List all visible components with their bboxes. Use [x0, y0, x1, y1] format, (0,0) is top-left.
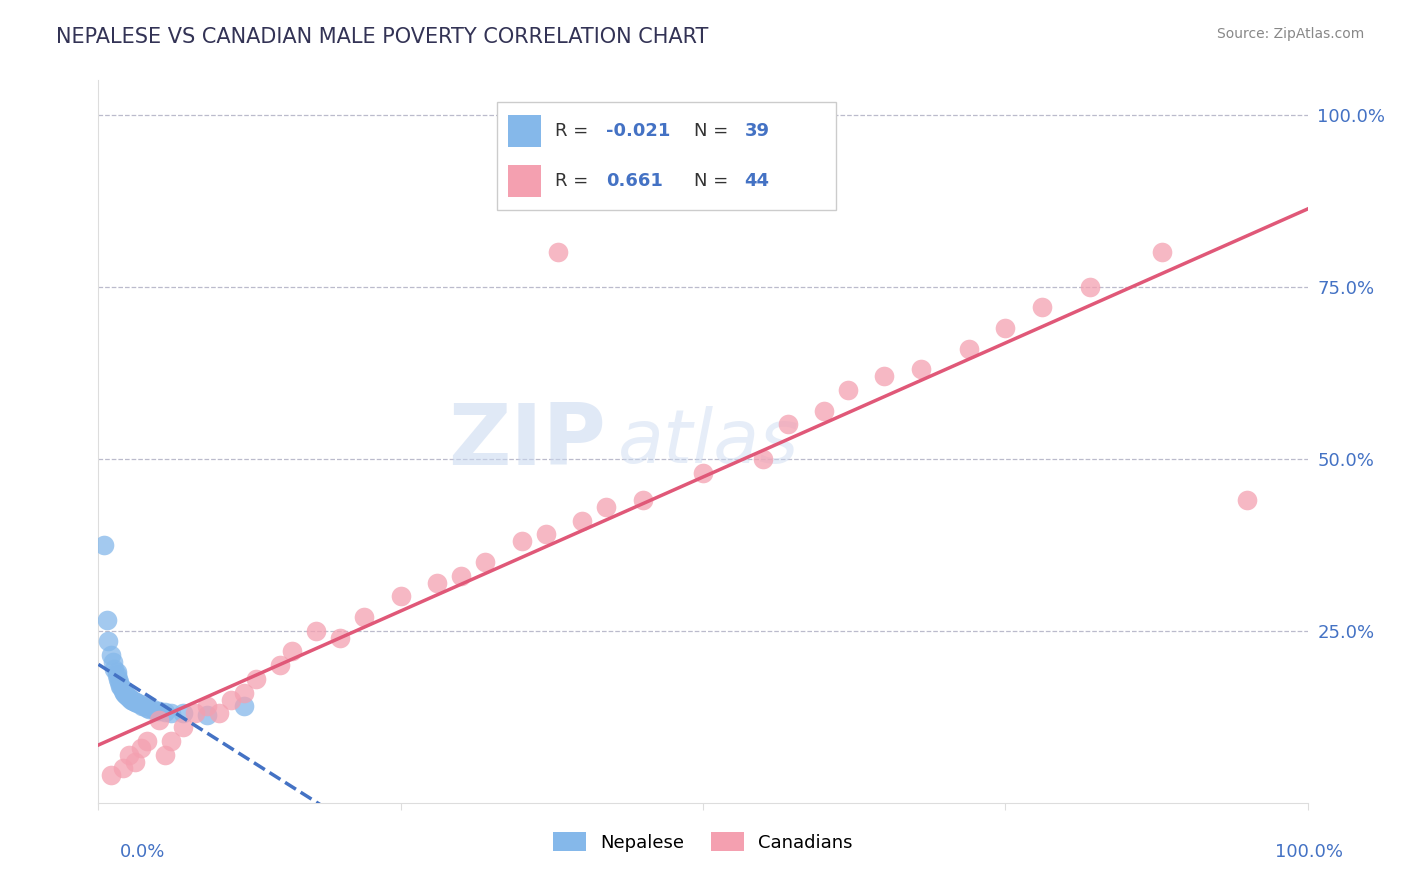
Point: [118, 691, 141, 706]
Point: [134, 699, 156, 714]
Point: [101, 655, 124, 669]
Point: [776, 417, 799, 432]
Point: [510, 534, 533, 549]
Point: [135, 701, 157, 715]
Point: [195, 707, 218, 722]
Point: [124, 695, 146, 709]
Point: [111, 761, 134, 775]
Point: [957, 342, 980, 356]
Point: [281, 644, 304, 658]
Point: [111, 682, 134, 697]
Point: [450, 568, 472, 582]
Point: [128, 698, 150, 712]
Point: [184, 706, 207, 721]
Point: [93, 538, 115, 552]
Point: [120, 692, 142, 706]
Point: [115, 689, 138, 703]
Point: [110, 680, 132, 694]
Point: [692, 466, 714, 480]
Point: [547, 245, 569, 260]
Point: [148, 713, 170, 727]
Point: [100, 648, 122, 662]
Point: [105, 665, 128, 679]
Point: [752, 451, 775, 466]
Point: [153, 747, 176, 762]
Point: [813, 403, 835, 417]
Point: [474, 555, 496, 569]
Point: [571, 514, 593, 528]
Point: [195, 699, 218, 714]
Text: atlas: atlas: [619, 406, 800, 477]
Point: [121, 693, 143, 707]
Point: [96, 614, 118, 628]
Point: [148, 704, 170, 718]
Point: [127, 696, 149, 710]
Point: [1236, 493, 1258, 508]
Point: [117, 689, 139, 703]
Point: [172, 706, 194, 721]
Point: [631, 493, 654, 508]
Point: [97, 634, 120, 648]
Point: [232, 699, 254, 714]
Text: NEPALESE VS CANADIAN MALE POVERTY CORRELATION CHART: NEPALESE VS CANADIAN MALE POVERTY CORREL…: [56, 27, 709, 46]
Point: [138, 701, 160, 715]
Point: [105, 668, 128, 682]
Point: [112, 686, 135, 700]
Point: [1152, 245, 1174, 260]
Point: [269, 658, 291, 673]
Text: Source: ZipAtlas.com: Source: ZipAtlas.com: [1216, 27, 1364, 41]
Point: [145, 704, 167, 718]
Point: [129, 740, 152, 755]
Point: [108, 679, 131, 693]
Text: 0.0%: 0.0%: [120, 843, 165, 861]
Point: [1031, 301, 1053, 315]
Point: [232, 686, 254, 700]
Point: [534, 527, 557, 541]
Point: [125, 695, 148, 709]
Point: [118, 690, 141, 705]
Point: [172, 720, 194, 734]
Point: [245, 672, 267, 686]
Point: [873, 369, 896, 384]
Point: [103, 662, 125, 676]
Point: [153, 705, 176, 719]
Point: [100, 768, 122, 782]
Text: 100.0%: 100.0%: [1275, 843, 1343, 861]
Point: [353, 610, 375, 624]
Point: [305, 624, 328, 638]
Point: [389, 590, 412, 604]
Point: [994, 321, 1017, 335]
Point: [131, 698, 153, 713]
Point: [329, 631, 352, 645]
Point: [124, 755, 146, 769]
Point: [160, 734, 183, 748]
Point: [114, 687, 136, 701]
Text: ZIP: ZIP: [449, 400, 606, 483]
Point: [221, 692, 243, 706]
Point: [118, 747, 141, 762]
Legend: Nepalese, Canadians: Nepalese, Canadians: [546, 825, 860, 859]
Point: [160, 706, 183, 720]
Point: [595, 500, 617, 514]
Point: [135, 734, 157, 748]
Point: [910, 362, 932, 376]
Point: [111, 684, 134, 698]
Point: [1078, 279, 1101, 293]
Point: [208, 706, 231, 721]
Point: [107, 672, 129, 686]
Point: [122, 694, 145, 708]
Point: [426, 575, 449, 590]
Point: [837, 383, 859, 397]
Point: [108, 675, 131, 690]
Point: [142, 702, 165, 716]
